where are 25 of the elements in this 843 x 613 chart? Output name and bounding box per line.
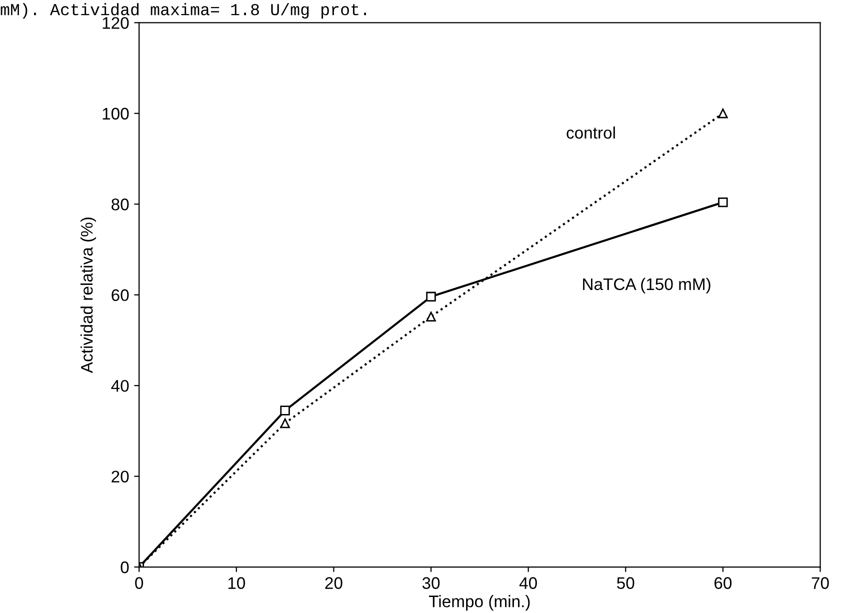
x-tick-label: 40 [519,577,537,589]
y-tick-label: 20 [112,470,129,483]
y-tick-label: 60 [112,289,129,302]
y-tick-label: 100 [102,108,129,120]
x-tick-label: 50 [617,577,634,589]
y-axis-title: Actividad relativa (%) [80,218,96,374]
y-tick-label: 0 [120,561,129,574]
point [426,292,436,302]
x-tick-label: 70 [812,577,829,589]
point [718,108,728,118]
x-axis-title: Tiempo (min.) [428,595,530,611]
series-label: NaTCA (150 mM) [583,278,710,294]
point [426,312,436,322]
y-tick-label: 40 [111,380,129,392]
y-tick-label: 120 [102,17,129,29]
x-tick-label: 10 [228,577,246,589]
x-tick-label: 20 [325,577,342,589]
point [280,418,290,428]
point [280,406,290,416]
y-tick-label: 80 [112,198,129,210]
x-tick-label: 60 [714,577,732,589]
point [718,197,728,208]
x-tick-label: 0 [135,577,144,589]
text: control [566,126,615,139]
x-tick-label: 30 [422,577,440,589]
